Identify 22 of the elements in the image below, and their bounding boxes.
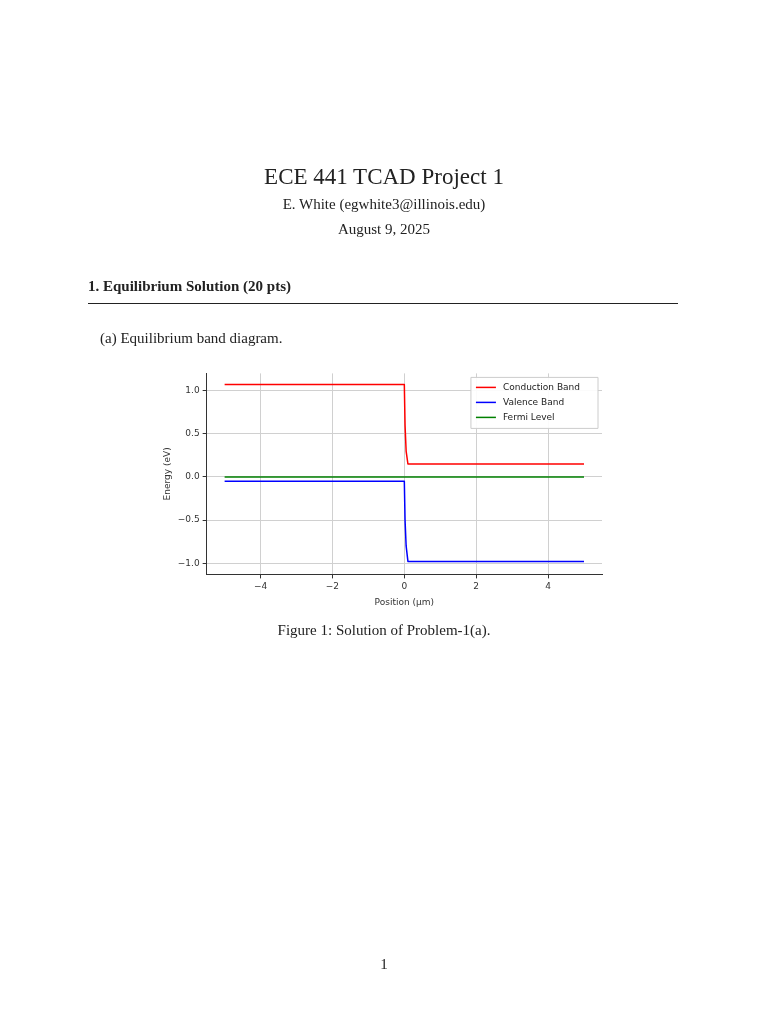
legend-label: Valence Band — [502, 396, 565, 407]
y-tick-label: −0.5 — [177, 514, 200, 525]
x-tick-label: −4 — [253, 581, 268, 592]
y-tick-label: −1.0 — [177, 557, 200, 568]
text: August 9, 2025 — [336, 221, 432, 238]
x-tick-label: 2 — [473, 581, 480, 592]
x-axis-title: Position (μm) — [374, 596, 435, 607]
x-tick-label: 4 — [545, 581, 552, 592]
chart-title: ECE 441 TCAD Project 1 — [263, 164, 505, 190]
x-tick-label: 0 — [401, 581, 408, 592]
x-tick-label: −2 — [325, 581, 340, 592]
y-tick-label: 0.0 — [185, 471, 200, 482]
chart-subtitle: E. White (egwhite3@illinois.edu) — [281, 196, 487, 213]
legend-label: Fermi Level — [502, 411, 555, 422]
y-axis-title: Energy (eV) — [161, 447, 172, 501]
y-tick-label: 1.0 — [185, 385, 200, 395]
text: (a) Equilibrium band diagram. — [100, 330, 283, 347]
y-tick-label: 0.5 — [185, 428, 200, 439]
caption: Figure 1: Solution of Problem-1(a). — [276, 622, 492, 639]
text: 1. Equilibrium Solution (20 pts) — [88, 278, 678, 304]
text: 1 — [379, 956, 389, 973]
legend-label: Conduction Band — [502, 381, 581, 392]
